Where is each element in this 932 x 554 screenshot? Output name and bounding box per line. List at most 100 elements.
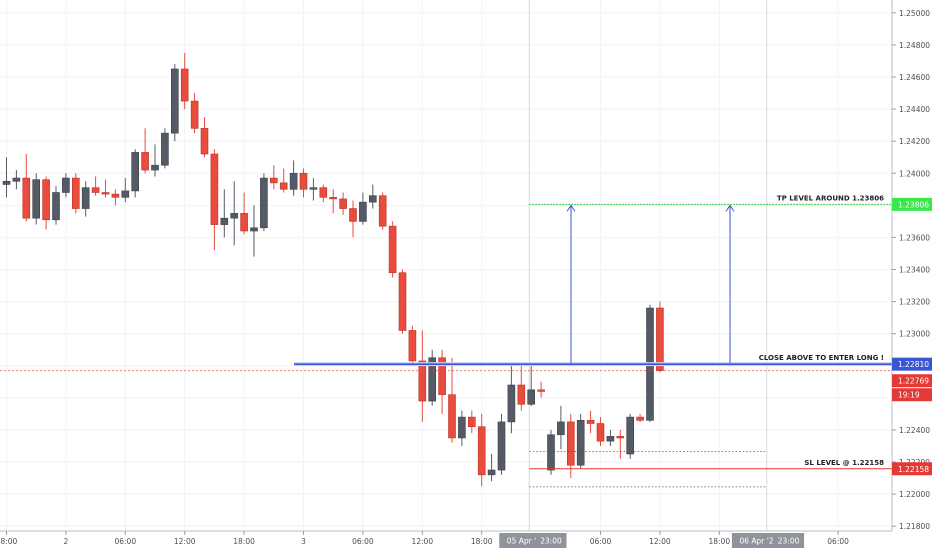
candle-body-up[interactable] xyxy=(151,164,159,171)
candle-body-up[interactable] xyxy=(161,132,169,166)
candle-body-up[interactable] xyxy=(62,177,70,193)
candle-body-down[interactable] xyxy=(111,193,120,198)
time-tick-label: 18:00 xyxy=(0,537,18,546)
price-tick-label: 1.23400 xyxy=(899,266,930,275)
candle-body-up[interactable] xyxy=(52,192,60,221)
candle-body-up[interactable] xyxy=(606,436,615,442)
candle-body-down[interactable] xyxy=(467,416,476,428)
candle-body-up[interactable] xyxy=(289,172,298,190)
candle-body-up[interactable] xyxy=(309,187,318,190)
price-tick-label: 1.23600 xyxy=(899,233,930,242)
candle-body-up[interactable] xyxy=(497,421,506,471)
countdown-badge[interactable]: 19:19 xyxy=(892,388,932,402)
price-axis[interactable]: 1.25000 1.24800 1.24600 1.24400 1.24200 1.240… xyxy=(891,0,932,550)
drawings[interactable]: SL LEVEL @ 1.22158 TP LEVEL AROUND 1.2380… xyxy=(0,194,892,488)
candle-body-down[interactable] xyxy=(339,198,347,209)
candle-body-down[interactable] xyxy=(240,213,248,232)
candle-body-up[interactable] xyxy=(12,177,21,182)
tp-label: TP LEVEL AROUND 1.23806 xyxy=(777,194,884,202)
price-tick-label: 1.24600 xyxy=(899,73,930,82)
candle-body-down[interactable] xyxy=(349,208,357,222)
last-price-badge-text: 1.22769 xyxy=(898,377,929,386)
candle-body-down[interactable] xyxy=(566,421,575,466)
price-tick-label: 1.22400 xyxy=(899,426,930,435)
candle-body-down[interactable] xyxy=(398,272,407,331)
last-price-badge[interactable]: 1.22769 xyxy=(892,374,932,388)
candle-body-down[interactable] xyxy=(418,360,427,402)
candle-body-up[interactable] xyxy=(576,420,585,466)
candle-body-down[interactable] xyxy=(636,416,644,421)
candle-body-down[interactable] xyxy=(141,152,149,171)
candle-body-up[interactable] xyxy=(359,201,367,222)
candle-body-down[interactable] xyxy=(388,225,397,274)
time-tick-label: 2 xyxy=(64,537,69,546)
time-highlight-label: 23:00 xyxy=(540,537,562,546)
candle-body-down[interactable] xyxy=(408,330,417,362)
candle-body-down[interactable] xyxy=(91,187,100,193)
time-highlight-label: 05 Apr '20 xyxy=(507,537,546,546)
candle-body-down[interactable] xyxy=(180,68,189,102)
candle-body-down[interactable] xyxy=(319,187,328,198)
candle-body-down[interactable] xyxy=(200,128,209,155)
candle-body-down[interactable] xyxy=(279,182,288,190)
entry-price-badge-text: 1.22810 xyxy=(898,360,929,369)
time-axis[interactable]: 18:00 2 06:00 12:00 18:00 3 06:00 12:00 18:00 05 … xyxy=(0,530,892,550)
time-tick-label: 06:00 xyxy=(352,537,374,546)
candle-body-up[interactable] xyxy=(250,227,258,232)
candle-body-up[interactable] xyxy=(527,389,536,405)
candle-body-up[interactable] xyxy=(131,152,139,192)
candle-body-down[interactable] xyxy=(517,384,526,405)
candle-body-down[interactable] xyxy=(269,177,278,184)
candle-body-down[interactable] xyxy=(329,197,338,200)
time-tick-label: 06:00 xyxy=(114,537,136,546)
candle-body-up[interactable] xyxy=(368,195,377,203)
candle-body-up[interactable] xyxy=(557,421,565,436)
candle-body-down[interactable] xyxy=(537,389,545,392)
time-tick-label: 18:00 xyxy=(708,537,730,546)
candle-body-down[interactable] xyxy=(596,423,605,442)
tp-price-badge-text: 1.23806 xyxy=(898,200,929,209)
candle-body-up[interactable] xyxy=(32,179,41,219)
candle-body-down[interactable] xyxy=(72,177,80,209)
candle-body-down[interactable] xyxy=(586,420,595,424)
candles[interactable] xyxy=(2,52,664,487)
tp-price-badge[interactable]: 1.23806 xyxy=(892,197,932,211)
candle-body-up[interactable] xyxy=(507,384,516,423)
candle-body-up[interactable] xyxy=(260,177,268,229)
candle-body-down[interactable] xyxy=(616,436,625,439)
candle-body-down[interactable] xyxy=(299,172,308,190)
candle-body-up[interactable] xyxy=(121,190,130,198)
candle-body-down[interactable] xyxy=(448,394,456,439)
entry-price-badge[interactable]: 1.22810 xyxy=(892,357,932,371)
price-tick-label: 1.21800 xyxy=(899,522,930,531)
candle-body-down[interactable] xyxy=(190,100,199,129)
candle-body-up[interactable] xyxy=(230,213,238,219)
candle-body-down[interactable] xyxy=(378,195,387,227)
candle-body-down[interactable] xyxy=(22,177,31,219)
candle-body-down[interactable] xyxy=(438,357,446,395)
candle-body-up[interactable] xyxy=(458,416,466,439)
candle-body-up[interactable] xyxy=(2,180,11,185)
candle-body-up[interactable] xyxy=(626,416,635,455)
sl-price-badge[interactable]: 1.22158 xyxy=(892,462,932,476)
time-highlight-bg xyxy=(773,533,805,548)
candle-body-up[interactable] xyxy=(487,469,496,476)
last-price-badge-bg xyxy=(892,374,932,388)
price-tick-label: 1.24200 xyxy=(899,137,930,146)
price-tick-label: 1.23000 xyxy=(899,330,930,339)
candle-body-down[interactable] xyxy=(477,426,486,476)
target-arrow-head xyxy=(566,204,576,212)
price-tick-label: 1.22000 xyxy=(899,490,930,499)
price-tick-label: 1.24800 xyxy=(899,41,930,50)
candle-body-up[interactable] xyxy=(171,68,179,134)
candle-body-up[interactable] xyxy=(547,434,555,471)
candle-body-up[interactable] xyxy=(220,217,229,225)
candle-body-down[interactable] xyxy=(656,307,664,371)
candle-body-up[interactable] xyxy=(81,187,90,209)
candle-body-down[interactable] xyxy=(42,179,50,221)
candle-body-up[interactable] xyxy=(428,357,437,402)
candle-body-down[interactable] xyxy=(210,153,219,225)
candle-body-down[interactable] xyxy=(101,192,110,195)
